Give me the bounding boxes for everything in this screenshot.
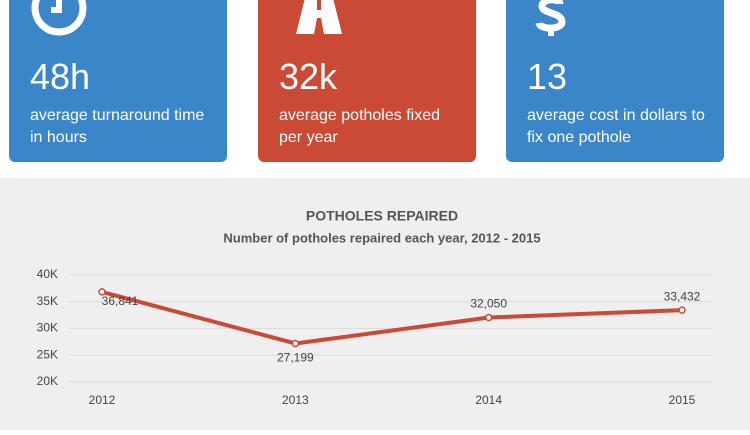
- kpi-label-line: average cost in dollars to: [527, 107, 705, 124]
- kpi-card: 48h average turnaround time in hours: [9, 0, 227, 162]
- kpi-card: 13 average cost in dollars to fix one pot…: [506, 0, 724, 162]
- dollar-icon: [535, 0, 566, 36]
- y-tick-label: 40K: [37, 267, 58, 281]
- kpi-label-line: in hours: [30, 129, 87, 146]
- data-label: 32,050: [470, 297, 507, 311]
- kpi-value: 48h: [30, 56, 91, 97]
- kpi-label-line: per year: [279, 129, 338, 146]
- kpi-label-line: average turnaround time: [30, 107, 205, 124]
- chart-panel: POTHOLES REPAIRED Number of potholes rep…: [0, 178, 750, 430]
- x-tick-label: 2012: [89, 393, 116, 407]
- data-point: [98, 288, 106, 296]
- chart-subtitle: Number of potholes repaired each year, 2…: [223, 230, 540, 245]
- data-label: 27,199: [277, 351, 314, 365]
- y-tick-label: 25K: [37, 347, 58, 361]
- x-tick-label: 2014: [475, 393, 502, 407]
- kpi-label-line: fix one pothole: [527, 129, 632, 146]
- x-tick-label: 2013: [282, 393, 309, 407]
- x-tick-label: 2015: [669, 393, 696, 407]
- y-tick-label: 20K: [37, 374, 58, 388]
- data-point: [484, 313, 493, 322]
- kpi-value: 32k: [279, 56, 338, 97]
- chart: POTHOLES REPAIRED Number of potholes rep…: [37, 208, 712, 407]
- data-label: 36,841: [102, 294, 139, 308]
- data-point: [678, 306, 686, 314]
- data-point: [291, 339, 300, 348]
- kpi-label: average potholes fixed per year: [279, 105, 440, 149]
- clock-icon: [31, 0, 87, 36]
- road-icon: [296, 0, 342, 34]
- kpi-value: 13: [527, 56, 568, 97]
- y-tick-label: 30K: [37, 321, 58, 335]
- kpi-label: average cost in dollars to fix one pothol…: [527, 105, 705, 149]
- kpi-label: average turnaround time in hours: [30, 105, 204, 149]
- y-tick-label: 35K: [37, 294, 58, 308]
- kpi-label-line: average potholes fixed: [279, 107, 440, 124]
- series-line: [101, 289, 683, 346]
- kpi-card: 32k average potholes fixed per year: [258, 0, 476, 162]
- chart-title: POTHOLES REPAIRED: [306, 208, 458, 224]
- data-label: 33,432: [664, 289, 701, 303]
